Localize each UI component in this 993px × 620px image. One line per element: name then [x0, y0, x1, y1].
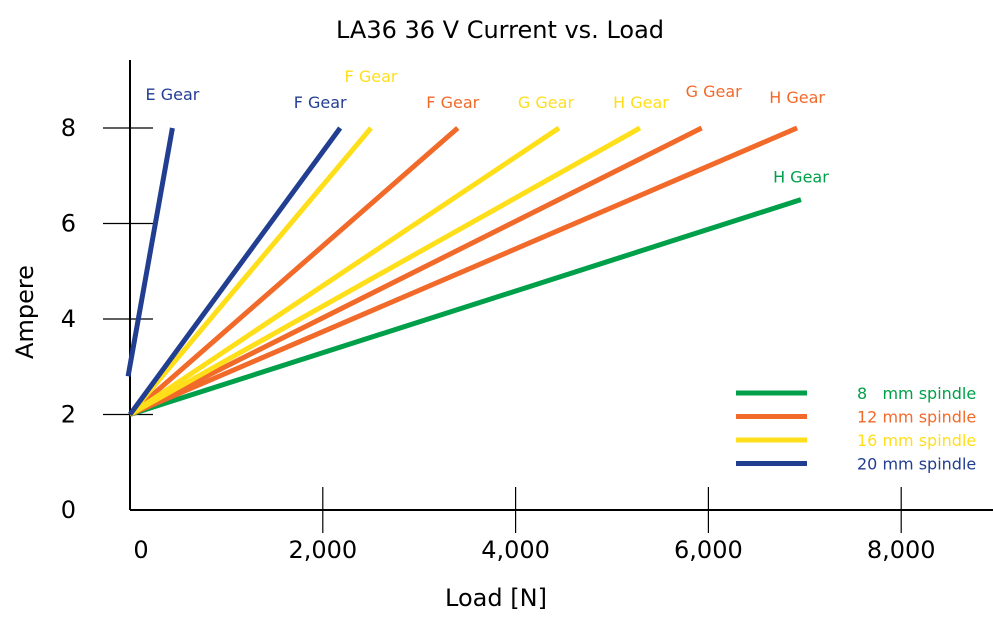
series-line-20mm-f-gear: [127, 126, 343, 416]
y-tick-label: 4: [61, 305, 76, 333]
y-tick-label: 2: [61, 401, 76, 429]
series-label: H Gear: [773, 168, 829, 187]
x-tick-label: 2,000: [288, 536, 357, 564]
y-tick-label: 6: [61, 210, 76, 238]
y-tick-label: 8: [61, 114, 76, 142]
series-line-12mm-h-gear: [129, 125, 799, 417]
legend-label: 12 mm spindle: [857, 408, 976, 427]
legend: 8 mm spindle 12 mm spindle 16 mm spindle 20…: [736, 384, 976, 474]
series-line-12mm-g-gear: [128, 125, 703, 417]
series-label: F Gear: [345, 67, 398, 86]
legend-label: 20 mm spindle: [857, 455, 976, 474]
legend-label: 8 mm spindle: [857, 384, 976, 403]
series-line-12mm-f-gear: [128, 126, 460, 417]
x-tick-label: 6,000: [674, 536, 743, 564]
series-line-16mm-f-gear: [128, 126, 373, 417]
axes: 0 2,000 4,000 6,000 8,000 0 2 4 6 8: [61, 60, 993, 564]
chart-title: LA36 36 V Current vs. Load: [336, 16, 664, 44]
series-labels: H Gear H Gear G Gear F Gear H Gear G Gear F Ge…: [146, 67, 830, 187]
series-line-16mm-h-gear: [128, 125, 642, 417]
series-label: G Gear: [686, 82, 743, 101]
series-line-20mm-e-gear: [125, 127, 175, 377]
y-tick-label: 0: [61, 496, 76, 524]
series-label: E Gear: [146, 85, 200, 104]
x-tick-label: 4,000: [481, 536, 550, 564]
x-axis-label: Load [N]: [445, 584, 547, 612]
x-tick-label: 8,000: [867, 536, 936, 564]
y-axis-label: Ampere: [11, 265, 39, 359]
series-label: F Gear: [294, 93, 347, 112]
series-label: G Gear: [518, 93, 575, 112]
x-tick-label: 0: [133, 536, 148, 564]
series-label: F Gear: [426, 93, 479, 112]
series-label: H Gear: [613, 93, 669, 112]
legend-label: 16 mm spindle: [857, 431, 976, 450]
series-line-16mm-g-gear: [128, 125, 561, 417]
series-lines: [125, 125, 802, 417]
series-label: H Gear: [769, 88, 825, 107]
series-line-8mm-h-gear: [129, 197, 802, 417]
